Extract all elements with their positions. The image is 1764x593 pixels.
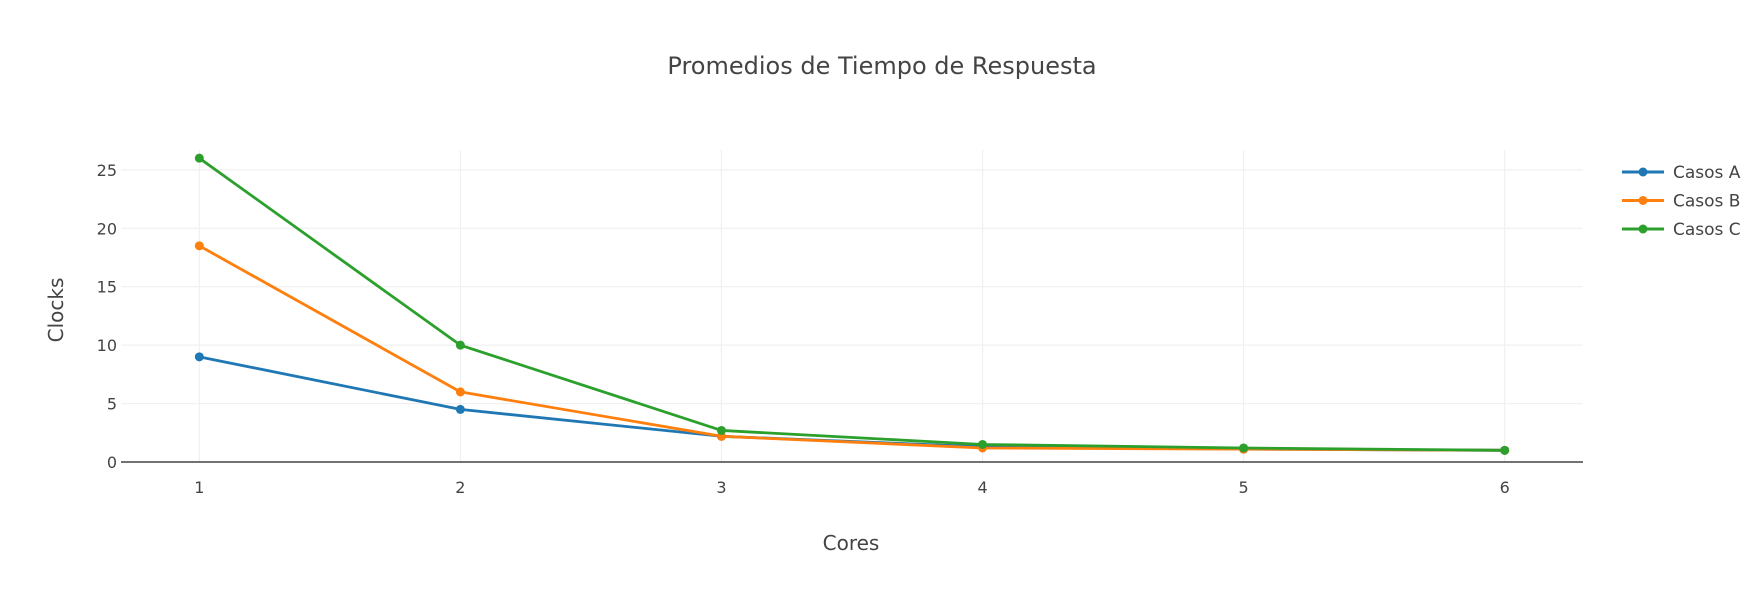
y-axis-title: Clocks: [44, 278, 68, 343]
legend-label: Casos A: [1673, 163, 1741, 183]
y-tick-label: 20: [97, 219, 117, 238]
x-axis-title: Cores: [823, 531, 880, 555]
data-point: [1239, 443, 1249, 453]
chart-title: Promedios de Tiempo de Respuesta: [667, 52, 1096, 80]
legend-item-casos-b[interactable]: Casos B: [1622, 192, 1740, 212]
series-casos-b: [194, 241, 1510, 455]
legend-item-casos-a[interactable]: Casos A: [1622, 163, 1741, 183]
data-point: [194, 241, 204, 251]
data-point: [716, 425, 726, 435]
legend-marker-icon: [1638, 224, 1648, 234]
data-point: [194, 352, 204, 362]
series-lines: [194, 153, 1510, 455]
x-tick-label: 2: [455, 478, 465, 497]
y-tick-label: 15: [97, 278, 117, 297]
series-casos-c: [194, 153, 1510, 455]
legend-marker-icon: [1638, 196, 1648, 205]
x-tick-label: 4: [977, 478, 987, 497]
x-tick-label: 3: [716, 478, 726, 497]
data-point: [1500, 445, 1510, 455]
data-point: [194, 153, 204, 163]
data-point: [455, 340, 465, 350]
y-tick-label: 5: [107, 395, 117, 414]
data-point: [455, 387, 465, 397]
legend-label: Casos B: [1673, 192, 1740, 212]
grid-lines: [121, 150, 1583, 462]
legend-item-casos-c[interactable]: Casos C: [1622, 220, 1741, 240]
y-tick-label: 25: [97, 161, 117, 180]
data-point: [978, 439, 988, 449]
legend[interactable]: Casos A Casos B Casos C: [1622, 163, 1741, 240]
x-tick-label: 5: [1239, 478, 1249, 497]
data-point: [455, 404, 465, 414]
y-tick-label: 10: [97, 336, 117, 355]
x-tick-label: 1: [194, 478, 204, 497]
x-tick-label: 6: [1500, 478, 1510, 497]
legend-label: Casos C: [1673, 220, 1741, 240]
series-line: [198, 157, 1505, 452]
y-tick-label: 0: [107, 453, 117, 472]
legend-marker-icon: [1638, 167, 1648, 177]
series-line: [198, 244, 1505, 452]
tick-labels: 1 2 3 4 5 6 0 5 10 15 20 25: [97, 161, 1510, 497]
